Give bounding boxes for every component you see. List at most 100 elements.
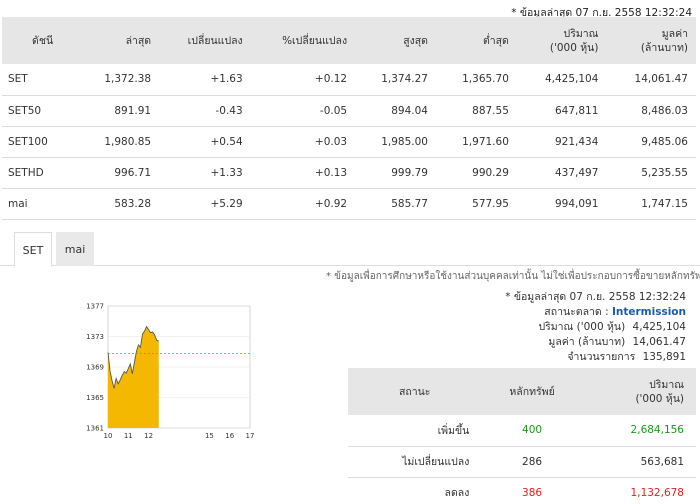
volume-value: 4,425,104 [632, 321, 686, 333]
tab-mai[interactable]: mai [56, 232, 94, 266]
trades-value: 135,891 [642, 351, 686, 363]
index-volume: 994,091 [555, 197, 599, 210]
volume-label: ปริมาณ ('000 หุ้น) [538, 321, 626, 333]
chart-x-tick-label: 12 [144, 432, 153, 440]
col-pct-change-header: %เปลี่ยนแปลง [251, 17, 355, 64]
index-value: 14,061.47 [634, 73, 688, 86]
col-high-header-line: สูงสุด [403, 34, 428, 47]
index-name[interactable]: SET100 [8, 135, 48, 148]
breadth-row: ไม่เปลี่ยนแปลง 286 563,681 [348, 446, 696, 477]
col-status-header: สถานะ [348, 368, 481, 415]
chart-x-tick-label: 11 [124, 432, 133, 440]
market-summary: * ข้อมูลเพื่อการศึกษาหรือใช้งานส่วนบุคคล… [326, 269, 700, 365]
col-value-header: มูลค่า (ล้านบาท) [606, 17, 696, 64]
index-change: -0.43 [215, 104, 243, 117]
index-last: 1,372.38 [104, 73, 152, 86]
index-change: +5.29 [210, 197, 243, 210]
breadth-volume: 1,132,678 [630, 486, 684, 499]
index-low: 990.29 [472, 166, 509, 179]
index-low: 1,971.60 [462, 135, 509, 148]
index-change: +0.54 [210, 135, 243, 148]
status-value: Intermission [611, 306, 686, 318]
col-high-header: สูงสุด [355, 17, 436, 64]
summary-value-row: มูลค่า (ล้านบาท) 14,061.47 [326, 335, 686, 350]
breadth-count: 400 [522, 424, 543, 437]
col-pct-change-header-line: %เปลี่ยนแปลง [282, 34, 348, 47]
col-index-header: ดัชนี [2, 17, 78, 64]
tab-set[interactable]: SET [14, 232, 52, 267]
index-row: SET 1,372.38 +1.63 +0.12 1,374.27 1,365.70 4,4… [2, 64, 696, 95]
index-row: mai 583.28 +5.29 +0.92 585.77 577.95 994,091 1,… [2, 188, 696, 219]
index-low: 577.95 [472, 197, 509, 210]
breadth-volume: 563,681 [640, 455, 684, 468]
chart-line-series [107, 325, 159, 389]
chart-y-tick-label: 1369 [86, 364, 104, 372]
index-volume: 437,497 [555, 166, 599, 179]
breadth-row: ลดลง 386 1,132,678 [348, 477, 696, 504]
col-index-header-line: ดัชนี [32, 34, 54, 47]
breadth-status: ลดลง [444, 487, 470, 499]
breadth-status: ไม่เปลี่ยนแปลง [402, 456, 470, 468]
index-row: SET50 891.91 -0.43 -0.05 894.04 887.55 647,811… [2, 95, 696, 126]
chart-y-tick-label: 1361 [86, 425, 104, 433]
col-value-header-line: มูลค่า [661, 27, 688, 40]
col-securities-header: หลักทรัพย์ [481, 368, 582, 415]
index-table-header: ดัชนี ล่าสุด เปลี่ยนแปลง %เปลี่ยนแปลง สูงสุด… [2, 17, 696, 64]
col-securities-header-line: หลักทรัพย์ [509, 385, 555, 398]
breadth-volume: 2,684,156 [630, 424, 684, 437]
chart-x-tick-label: 16 [225, 432, 234, 440]
index-table: ดัชนี ล่าสุด เปลี่ยนแปลง %เปลี่ยนแปลง สูงสุด… [2, 17, 696, 220]
chart-y-tick-label: 1373 [86, 333, 104, 341]
index-name[interactable]: SETHD [8, 166, 44, 179]
summary-updated: * ข้อมูลล่าสุด 07 ก.ย. 2558 12:32:24 [505, 291, 686, 303]
breadth-table-header: สถานะ หลักทรัพย์ ปริมาณ ('000 หุ้น) [348, 368, 696, 415]
chart-y-tick-label: 1365 [86, 394, 104, 402]
market-tabs: SET mai [0, 232, 700, 267]
index-change: +1.63 [210, 73, 243, 86]
disclaimer-note: * ข้อมูลเพื่อการศึกษาหรือใช้งานส่วนบุคคล… [326, 271, 700, 282]
index-pct-change: -0.05 [319, 104, 348, 117]
col-last-header: ล่าสุด [78, 17, 159, 64]
chart-y-tick-label: 1377 [86, 303, 104, 311]
index-change: +1.33 [210, 166, 243, 179]
col-change-header-line: เปลี่ยนแปลง [187, 34, 243, 47]
index-name: SET [8, 73, 28, 86]
index-row: SET100 1,980.85 +0.54 +0.03 1,985.00 1,971.60… [2, 126, 696, 157]
col-breadth-volume-header-line: ปริมาณ [649, 378, 684, 391]
index-value: 1,747.15 [641, 197, 688, 210]
summary-volume-row: ปริมาณ ('000 หุ้น) 4,425,104 [326, 320, 686, 335]
col-volume-header-line: ปริมาณ [563, 27, 599, 40]
intraday-index-chart: 1361 1365 1369 1373 1377 10 11 12 15 16 17 [86, 303, 254, 441]
market-breadth-table: สถานะ หลักทรัพย์ ปริมาณ ('000 หุ้น) เพิ่มขึ… [348, 368, 696, 504]
index-high: 1,985.00 [381, 135, 428, 148]
index-name[interactable]: SET50 [8, 104, 42, 117]
chart-x-tick-label: 15 [205, 432, 214, 440]
col-status-header-line: สถานะ [398, 385, 431, 398]
col-breadth-volume-header: ปริมาณ ('000 หุ้น) [583, 368, 696, 415]
index-last: 996.71 [114, 166, 152, 179]
index-row: SETHD 996.71 +1.33 +0.13 999.79 990.29 437,497… [2, 157, 696, 188]
index-table-body: SET 1,372.38 +1.63 +0.12 1,374.27 1,365.70 4,4… [2, 64, 696, 219]
index-volume: 647,811 [555, 104, 599, 117]
index-last: 1,980.85 [104, 135, 152, 148]
value-label: มูลค่า (ล้านบาท) [548, 336, 626, 348]
index-value: 9,485.06 [641, 135, 688, 148]
index-name: mai [8, 197, 28, 210]
summary-status-row: สถานะตลาด : Intermission [326, 305, 686, 320]
index-high: 894.04 [391, 104, 428, 117]
chart-x-tick-label: 10 [104, 432, 113, 440]
index-volume: 921,434 [555, 135, 599, 148]
breadth-status: เพิ่มขึ้น [437, 424, 470, 437]
col-last-header-line: ล่าสุด [125, 34, 152, 47]
col-volume-header: ปริมาณ ('000 หุ้น) [517, 17, 607, 64]
trades-label: จำนวนรายการ [567, 351, 636, 363]
index-low: 887.55 [472, 104, 509, 117]
index-value: 8,486.03 [641, 104, 688, 117]
breadth-row: เพิ่มขึ้น 400 2,684,156 [348, 415, 696, 446]
status-label: สถานะตลาด : [544, 306, 609, 318]
index-last: 891.91 [114, 104, 152, 117]
index-pct-change: +0.12 [314, 73, 348, 86]
value-value: 14,061.47 [632, 336, 686, 348]
index-high: 1,374.27 [381, 73, 428, 86]
index-last: 583.28 [114, 197, 152, 210]
